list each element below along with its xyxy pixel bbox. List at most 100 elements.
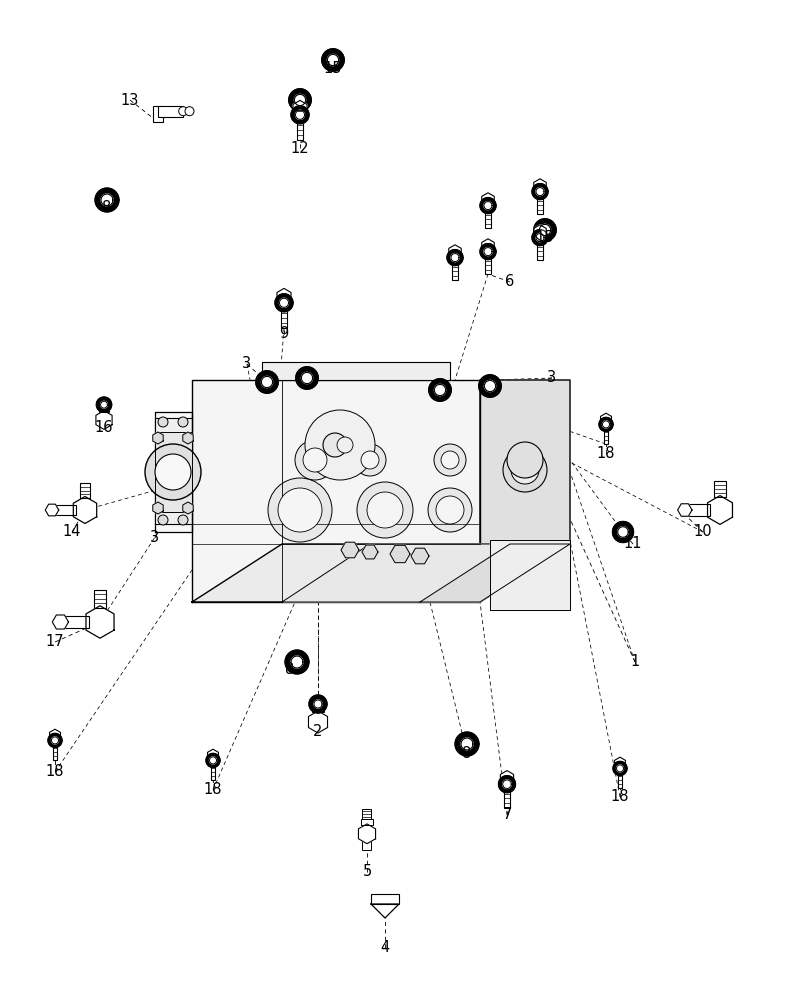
Polygon shape [616, 765, 623, 772]
Polygon shape [502, 780, 511, 788]
Polygon shape [599, 417, 612, 431]
Bar [210, 760, 215, 780]
Bar [371, 894, 398, 904]
Polygon shape [155, 432, 191, 512]
Polygon shape [262, 362, 449, 380]
Polygon shape [358, 824, 375, 844]
Circle shape [367, 492, 402, 528]
Text: 18: 18 [204, 782, 222, 797]
Bar [93, 590, 106, 608]
Polygon shape [706, 496, 732, 524]
Polygon shape [275, 294, 293, 312]
Polygon shape [281, 544, 569, 602]
Polygon shape [101, 194, 113, 206]
Circle shape [178, 417, 188, 427]
Polygon shape [539, 224, 550, 236]
Polygon shape [321, 49, 344, 71]
Polygon shape [96, 411, 112, 429]
Polygon shape [410, 548, 428, 564]
Circle shape [354, 444, 385, 476]
Bar [64, 616, 89, 628]
Polygon shape [49, 729, 60, 742]
Text: 11: 11 [623, 536, 642, 552]
Text: 13: 13 [121, 93, 139, 108]
Polygon shape [255, 371, 278, 393]
Text: 15: 15 [535, 231, 554, 245]
Text: 14: 14 [62, 524, 81, 540]
Text: 12: 12 [290, 141, 309, 156]
Polygon shape [341, 542, 358, 558]
Polygon shape [498, 776, 515, 793]
Polygon shape [612, 761, 626, 775]
Polygon shape [531, 184, 547, 200]
Text: 18: 18 [596, 446, 615, 462]
Text: 6: 6 [504, 274, 514, 290]
Text: 3: 3 [547, 370, 556, 385]
Polygon shape [208, 749, 218, 762]
Polygon shape [155, 412, 191, 532]
Polygon shape [447, 250, 462, 266]
Polygon shape [371, 904, 398, 918]
Polygon shape [152, 502, 163, 514]
Circle shape [303, 448, 327, 472]
Polygon shape [461, 738, 472, 750]
Polygon shape [290, 656, 303, 668]
Polygon shape [309, 695, 327, 713]
Circle shape [155, 454, 191, 490]
Text: 2: 2 [313, 724, 322, 740]
Polygon shape [155, 418, 191, 524]
Polygon shape [602, 421, 609, 428]
Polygon shape [314, 700, 322, 708]
Bar [485, 206, 490, 228]
Circle shape [277, 488, 322, 532]
Circle shape [268, 478, 332, 542]
Polygon shape [535, 234, 543, 242]
Text: 17: 17 [45, 635, 64, 650]
Text: 3: 3 [242, 357, 251, 371]
Polygon shape [152, 432, 163, 444]
Bar [362, 809, 371, 819]
Circle shape [185, 107, 194, 116]
Polygon shape [293, 100, 307, 117]
Circle shape [178, 515, 188, 525]
Text: 7: 7 [502, 807, 511, 822]
Polygon shape [285, 650, 308, 674]
Polygon shape [500, 771, 513, 786]
Text: 8: 8 [461, 746, 471, 760]
Polygon shape [600, 413, 611, 426]
Polygon shape [308, 711, 327, 733]
Circle shape [178, 107, 187, 116]
Polygon shape [533, 219, 556, 241]
Polygon shape [182, 432, 193, 444]
Polygon shape [428, 379, 451, 401]
Bar [537, 192, 542, 214]
Bar [281, 303, 287, 328]
Text: 9: 9 [279, 326, 288, 342]
Polygon shape [45, 504, 58, 516]
Bar [617, 768, 622, 788]
Polygon shape [362, 545, 378, 559]
Polygon shape [95, 188, 118, 212]
Polygon shape [481, 193, 494, 207]
Bar [158, 106, 183, 117]
Text: 18: 18 [45, 764, 64, 779]
Polygon shape [51, 737, 58, 744]
Polygon shape [73, 496, 97, 524]
Polygon shape [279, 298, 288, 307]
Bar [311, 704, 324, 712]
Polygon shape [182, 502, 193, 514]
Circle shape [510, 456, 539, 484]
Bar [79, 483, 90, 498]
Polygon shape [489, 540, 569, 610]
Polygon shape [101, 401, 107, 408]
Polygon shape [479, 198, 496, 214]
Bar [485, 252, 490, 274]
Bar [53, 740, 58, 760]
Polygon shape [295, 110, 304, 119]
Polygon shape [676, 504, 691, 516]
Text: 5: 5 [362, 864, 371, 879]
Circle shape [506, 442, 543, 478]
Polygon shape [86, 606, 114, 638]
Polygon shape [531, 230, 547, 246]
Bar [603, 424, 607, 444]
